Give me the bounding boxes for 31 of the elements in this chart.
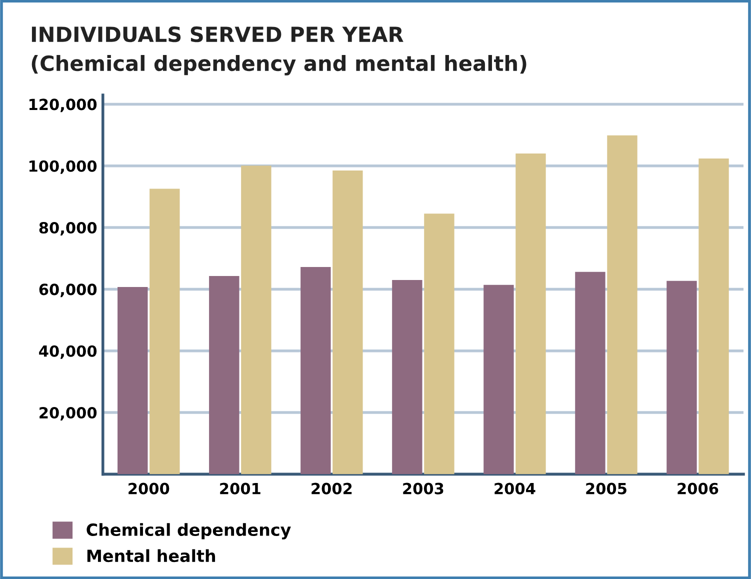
y-tick-label: 40,000 [39, 345, 97, 359]
bar [118, 287, 148, 474]
x-tick-label: 2002 [312, 482, 352, 494]
bar [424, 214, 454, 474]
x-tick-label: 2005 [586, 482, 626, 494]
bar [150, 188, 180, 474]
legend-label: Chemical dependency [86, 523, 291, 540]
legend-label: Mental health [87, 549, 216, 562]
bar [575, 272, 606, 474]
bar [607, 135, 638, 474]
x-tick-label: 2004 [494, 482, 536, 494]
y-tick-label: 80,000 [39, 222, 97, 236]
bar [300, 267, 331, 474]
bar [484, 284, 514, 474]
y-tick-label: 100,000 [29, 160, 97, 174]
bar [332, 170, 363, 474]
x-tick-label: 2001 [220, 482, 260, 494]
chart-subtitle: (Chemical dependency and mental health) [32, 55, 526, 76]
bar [241, 166, 272, 474]
bar [666, 280, 697, 474]
y-tick-label: 20,000 [40, 407, 97, 421]
y-tick-label: 60,000 [39, 284, 97, 298]
bar [516, 154, 546, 474]
bar [392, 280, 422, 474]
x-tick-label: 2003 [403, 482, 444, 494]
chart-title: INDIVIDUALS SERVED PER YEAR [32, 26, 404, 42]
y-tick-label: 120,000 [29, 98, 97, 112]
x-tick-label: 2000 [128, 482, 170, 494]
bar [209, 276, 240, 474]
x-tick-label: 2006 [678, 482, 718, 494]
bar [698, 158, 729, 474]
